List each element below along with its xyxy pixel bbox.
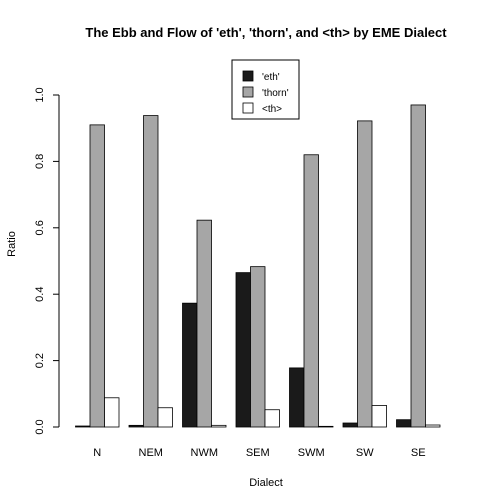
legend-label: 'eth'	[262, 72, 280, 83]
bar-swm-series-1	[289, 367, 305, 428]
x-tick-label: SW	[356, 447, 374, 459]
x-tick-label: NEM	[139, 447, 163, 459]
y-tick-label: 0.6	[34, 220, 46, 235]
x-axis-label: Dialect	[249, 477, 283, 489]
bar-n-series-1	[75, 425, 91, 428]
chart-title: The Ebb and Flow of 'eth', 'thorn', and …	[85, 25, 447, 40]
bar-sem-series-1	[235, 272, 251, 428]
bar-nwm-series-1	[182, 302, 198, 428]
bar-sem-series-2	[250, 266, 266, 428]
y-tick-label: 0.0	[34, 419, 46, 434]
x-tick-label: SE	[411, 447, 426, 459]
y-tick-label: 0.8	[34, 154, 46, 169]
bar-swm-series-2	[303, 154, 319, 428]
bar-sw-series-1	[342, 422, 358, 428]
y-tick-label: 0.2	[34, 353, 46, 368]
bar-se-series-3	[425, 424, 441, 428]
legend: 'eth' 'thorn' <th>	[231, 59, 300, 120]
bar-se-series-2	[410, 104, 426, 428]
x-tick-label: NWM	[191, 447, 219, 459]
y-tick-label: 0.4	[34, 287, 46, 302]
y-axis-label: Ratio	[6, 231, 18, 257]
bar-nem-series-2	[143, 115, 159, 428]
legend-label: 'thorn'	[262, 88, 289, 99]
bar-sw-series-2	[357, 120, 373, 428]
bar-se-series-1	[396, 419, 412, 428]
x-tick-labels: N NEM NWM SEM SWM SW SE	[93, 447, 425, 459]
bar-swm-series-3	[318, 425, 334, 428]
bar-n-series-2	[89, 124, 105, 428]
bar-nem-series-3	[157, 407, 173, 428]
bar-nem-series-1	[128, 424, 144, 428]
bar-sw-series-3	[371, 405, 387, 428]
bars	[75, 104, 441, 428]
bar-n-series-3	[104, 397, 120, 428]
y-tick-label: 1.0	[34, 87, 46, 102]
x-tick-label: N	[93, 447, 101, 459]
legend-swatch	[242, 102, 254, 114]
legend-swatch	[242, 86, 254, 98]
bar-nwm-series-2	[196, 219, 212, 428]
bar-sem-series-3	[264, 409, 280, 428]
y-axis: 0.0 0.2 0.4 0.6 0.8 1.0	[34, 87, 60, 435]
bar-nwm-series-3	[211, 424, 227, 428]
legend-swatch	[242, 70, 254, 82]
x-tick-label: SEM	[246, 447, 270, 459]
legend-label: <th>	[262, 104, 282, 115]
x-tick-label: SWM	[298, 447, 325, 459]
